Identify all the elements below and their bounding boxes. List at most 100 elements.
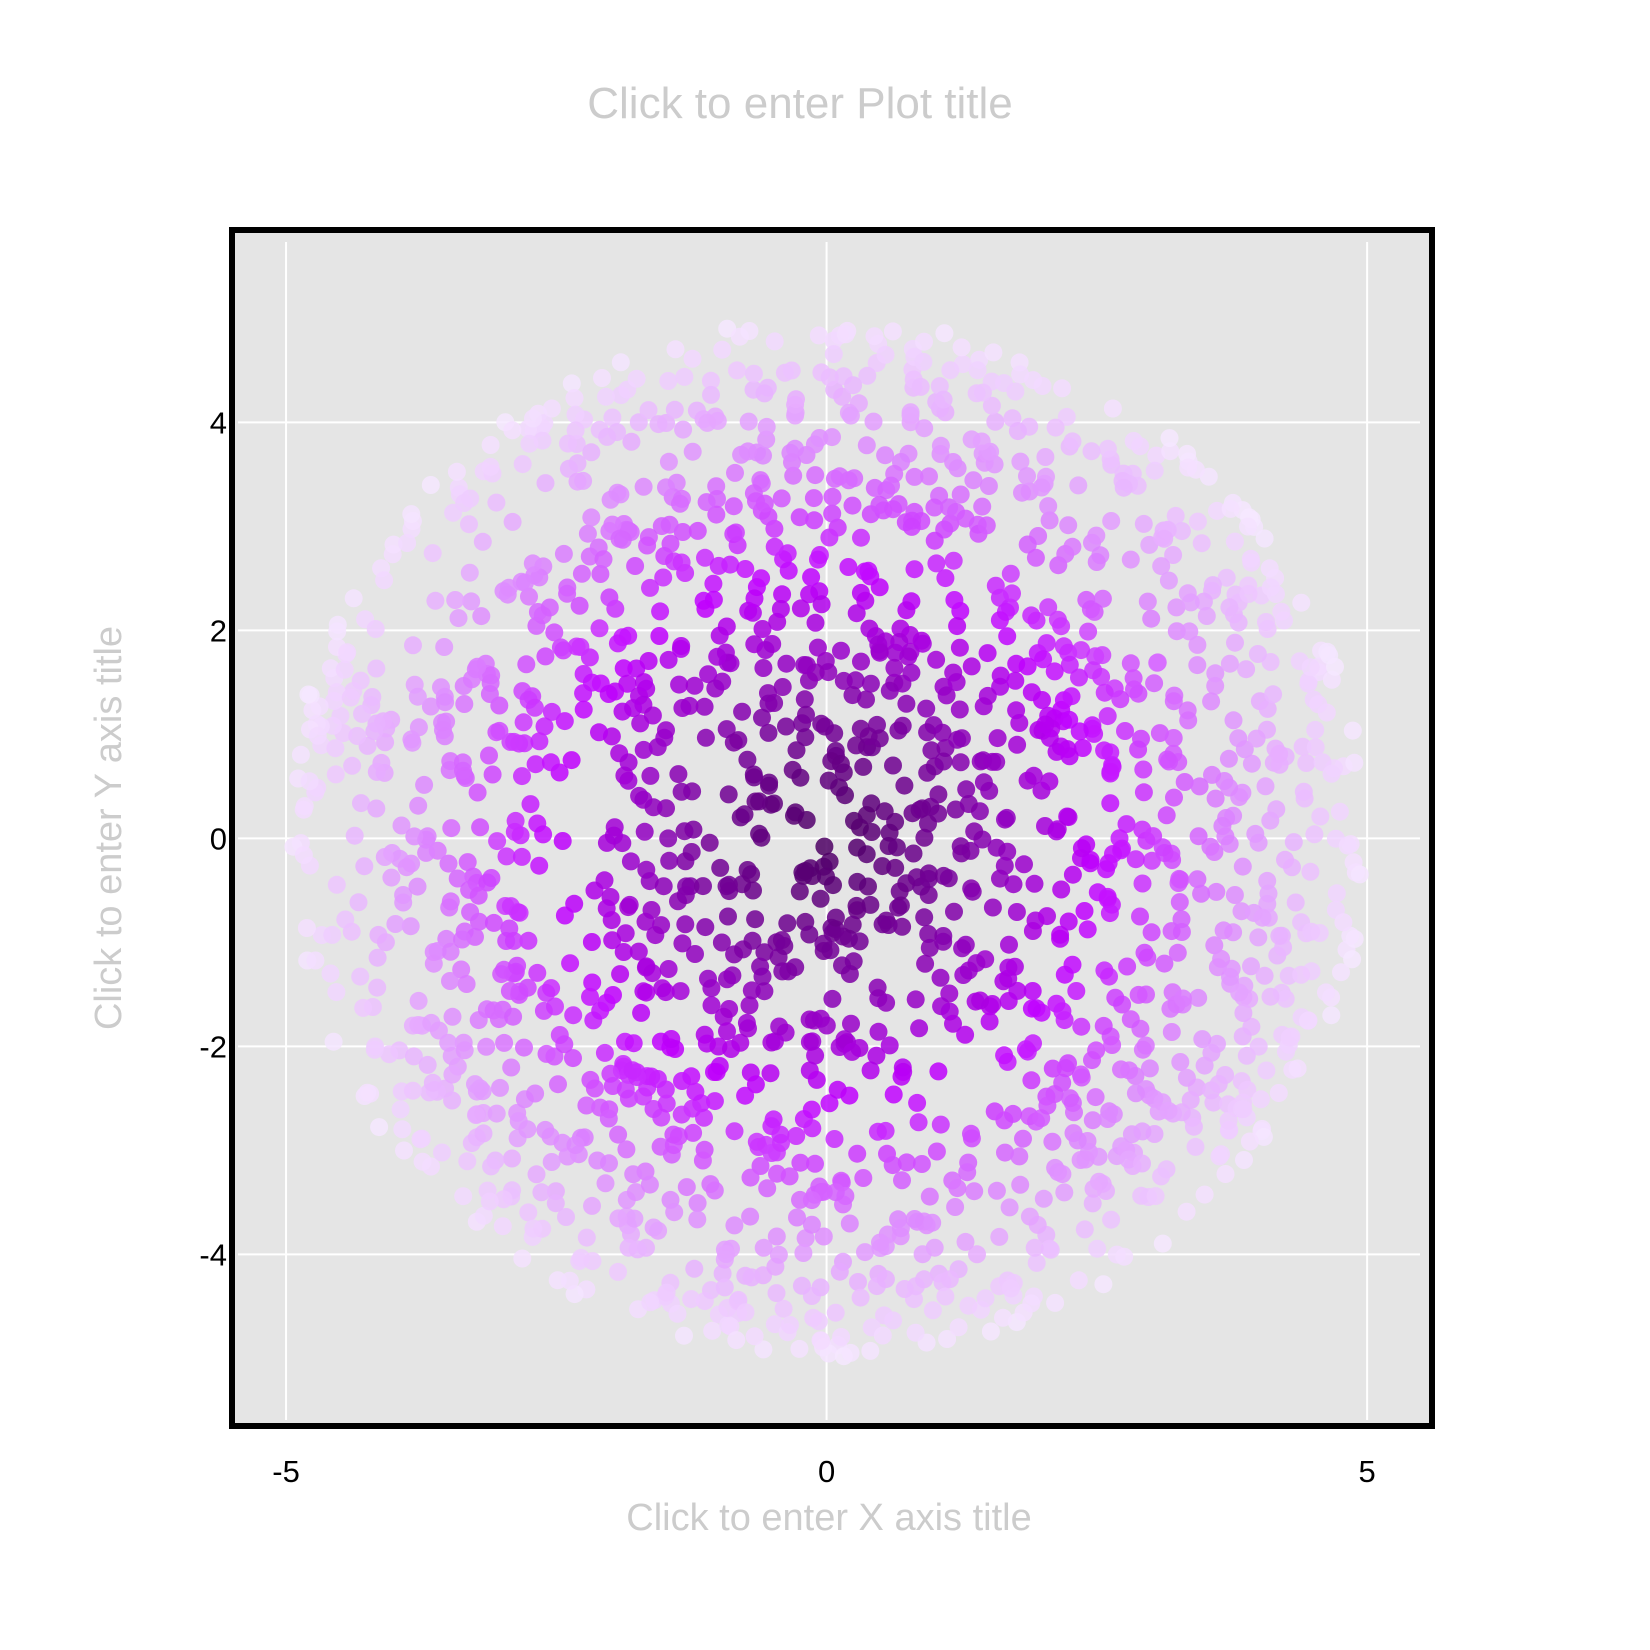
- data-point: [796, 728, 815, 747]
- data-point: [893, 1171, 911, 1190]
- data-point: [718, 970, 736, 989]
- data-point: [876, 345, 895, 364]
- data-point: [950, 638, 969, 657]
- data-point: [1145, 461, 1164, 480]
- data-point: [549, 1075, 567, 1094]
- data-point: [823, 504, 842, 523]
- data-point: [641, 1293, 660, 1312]
- data-point: [1301, 658, 1320, 677]
- data-point: [482, 869, 501, 887]
- data-point: [1330, 802, 1349, 821]
- data-point: [840, 1214, 859, 1233]
- plot-title[interactable]: Click to enter Plot title: [587, 79, 1013, 128]
- data-point: [802, 568, 821, 587]
- data-point: [948, 617, 967, 636]
- data-point: [1098, 1110, 1117, 1128]
- data-point: [707, 1063, 726, 1081]
- data-point: [1000, 935, 1018, 954]
- data-point: [988, 729, 1007, 748]
- data-point: [1025, 1238, 1044, 1257]
- data-point: [1073, 739, 1092, 757]
- data-point: [976, 1289, 995, 1308]
- data-point: [1063, 537, 1082, 556]
- data-point: [759, 694, 778, 713]
- data-point: [820, 1094, 839, 1113]
- data-point: [1132, 729, 1150, 748]
- data-point: [857, 690, 875, 709]
- data-point: [787, 741, 806, 760]
- data-point: [895, 776, 914, 795]
- data-point: [806, 466, 825, 485]
- data-point: [791, 599, 810, 618]
- data-point: [673, 934, 692, 953]
- data-point: [804, 1308, 823, 1327]
- data-point: [755, 384, 774, 403]
- data-point: [1294, 782, 1313, 801]
- data-point: [564, 1049, 582, 1068]
- data-point: [841, 406, 860, 425]
- data-point: [914, 352, 933, 371]
- data-point: [460, 515, 478, 534]
- data-point: [1018, 535, 1037, 554]
- data-point: [848, 838, 867, 857]
- data-point: [997, 808, 1016, 827]
- data-point: [657, 721, 675, 740]
- data-point: [596, 1174, 615, 1193]
- data-point: [1117, 815, 1136, 834]
- data-point: [922, 741, 941, 760]
- data-point: [849, 1273, 867, 1291]
- data-point: [1343, 721, 1362, 740]
- data-point: [700, 833, 719, 852]
- data-point: [938, 1330, 957, 1348]
- data-point: [1322, 764, 1341, 783]
- data-point: [1106, 988, 1125, 1007]
- data-point: [726, 463, 744, 482]
- data-point: [773, 678, 792, 696]
- data-point: [408, 687, 427, 706]
- data-point: [1131, 907, 1149, 926]
- data-point: [773, 585, 792, 604]
- data-point: [568, 472, 587, 491]
- data-point: [578, 524, 597, 543]
- data-point: [413, 1152, 432, 1171]
- data-point: [566, 421, 585, 440]
- data-point: [1306, 738, 1325, 757]
- data-point: [583, 1252, 602, 1271]
- data-point: [1022, 999, 1041, 1018]
- data-point: [1209, 1075, 1228, 1093]
- data-point: [1111, 690, 1130, 709]
- data-point: [752, 569, 771, 588]
- x-axis-title[interactable]: Click to enter X axis title: [626, 1497, 1031, 1539]
- data-point: [448, 869, 467, 888]
- data-point: [848, 872, 867, 891]
- data-point: [1276, 850, 1294, 869]
- data-point: [652, 916, 671, 935]
- data-point: [326, 765, 345, 784]
- data-point: [1192, 534, 1211, 553]
- data-point: [781, 1316, 799, 1334]
- data-point: [443, 1007, 462, 1026]
- data-point: [557, 1208, 575, 1226]
- data-point: [1164, 546, 1183, 564]
- data-point: [741, 1168, 760, 1187]
- data-point: [671, 639, 690, 658]
- data-point: [1039, 598, 1058, 617]
- data-point: [733, 702, 752, 721]
- data-point: [1131, 437, 1150, 456]
- data-point: [713, 1264, 732, 1283]
- data-point: [768, 1164, 786, 1183]
- data-point: [870, 643, 889, 662]
- data-point: [665, 1203, 684, 1222]
- data-point: [651, 602, 670, 621]
- data-point: [327, 683, 346, 702]
- data-point: [965, 822, 984, 841]
- data-point: [599, 1109, 618, 1128]
- data-point: [349, 893, 368, 912]
- data-point: [1255, 966, 1274, 985]
- data-point: [1045, 662, 1064, 681]
- data-point: [656, 1080, 675, 1099]
- data-point: [767, 1227, 786, 1246]
- data-point: [1177, 1068, 1196, 1087]
- data-point: [1007, 701, 1026, 720]
- y-axis-title[interactable]: Click to enter Y axis title: [88, 626, 130, 1030]
